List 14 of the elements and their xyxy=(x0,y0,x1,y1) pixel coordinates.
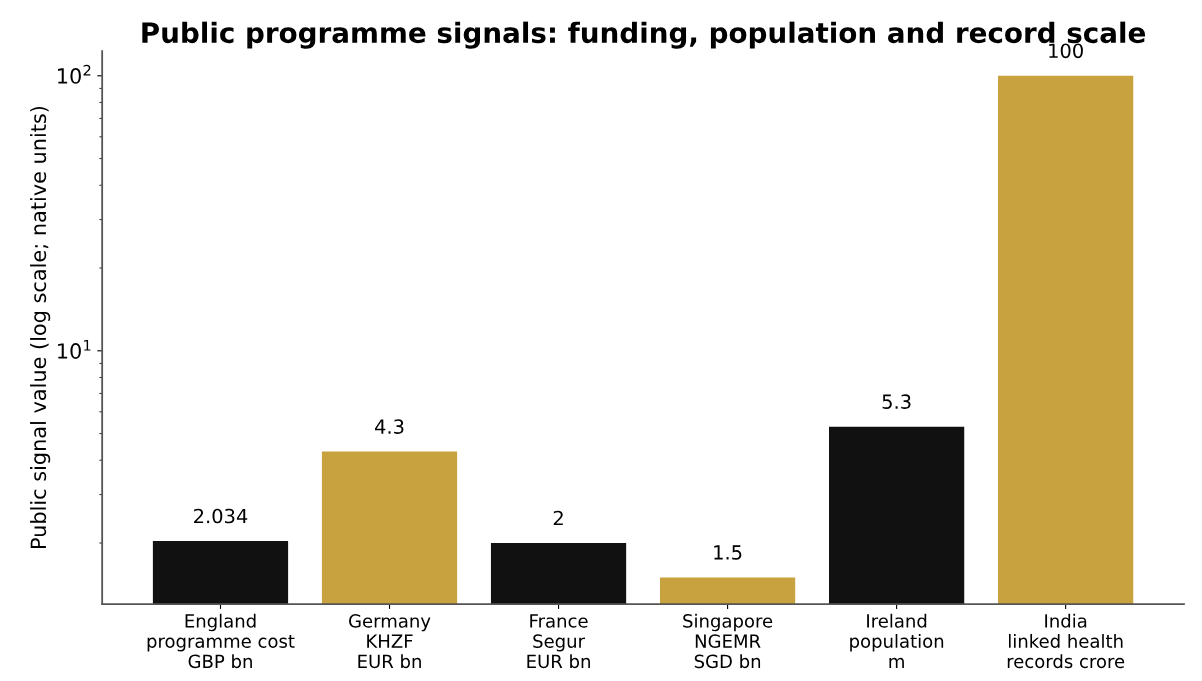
data-label: 1.5 xyxy=(714,545,742,560)
x-tick-label: India linked health records crore xyxy=(1007,613,1125,669)
x-tick-label: England programme cost GBP bn xyxy=(147,613,295,669)
x-tick-label: Germany KHZF EUR bn xyxy=(349,614,431,669)
y-tick-label: 10$^{1}$ xyxy=(58,339,91,359)
data-label: 5.3 xyxy=(882,394,911,409)
x-tick-label: Singapore NGEMR SGD bn xyxy=(683,613,773,669)
y-axis-title: Public signal value (log scale; native units) xyxy=(30,106,51,548)
x-tick-label: France Segur EUR bn xyxy=(527,614,590,669)
data-label: 2 xyxy=(553,510,563,526)
x-tick-label: Ireland population m xyxy=(850,613,944,668)
y-tick-label: 10$^{2}$ xyxy=(58,64,91,84)
data-label: 4.3 xyxy=(375,419,404,434)
data-label: 2.034 xyxy=(194,508,248,524)
